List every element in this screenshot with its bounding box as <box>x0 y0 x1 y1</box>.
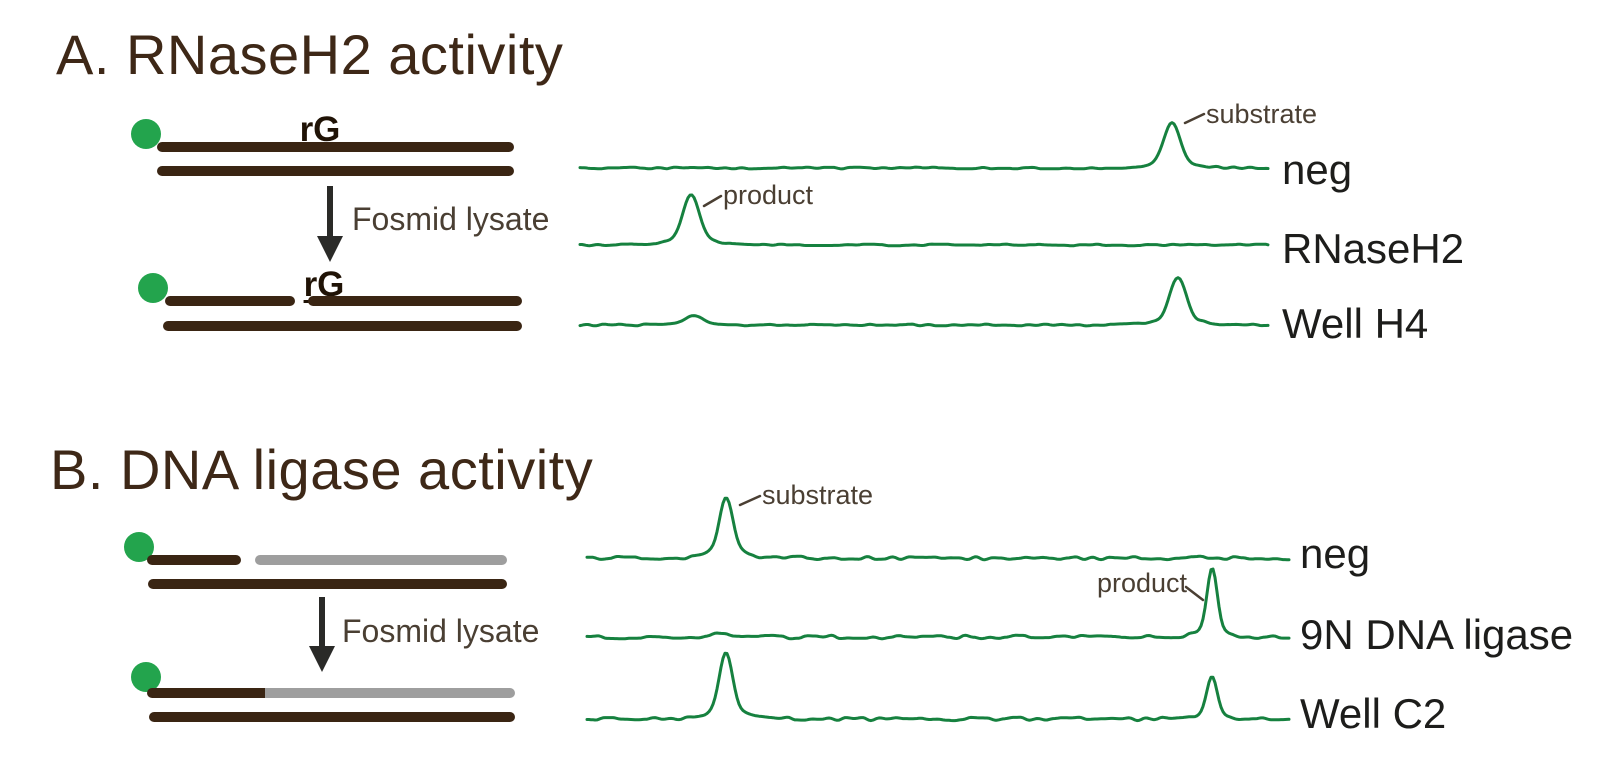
complement-strand-a-substrate <box>157 166 514 176</box>
cleaved-left-fragment-a <box>165 296 295 306</box>
product-annotation-b: product <box>1097 568 1188 598</box>
ligated-strand-brown-segment-b <box>147 688 265 698</box>
trace-a-well-h4 <box>578 276 1270 328</box>
panel-b-title: B. DNA ligase activity <box>50 438 594 501</box>
trace-b-9n-dna-ligase <box>585 567 1291 641</box>
substrate-annotation-b: substrate <box>762 480 874 510</box>
substrate-callout-line-b <box>738 494 762 507</box>
arrow-label-b: Fosmid lysate <box>342 613 540 649</box>
fluorophore-dot-a-substrate <box>131 119 161 149</box>
substrate-annotation-a: substrate <box>1206 99 1318 129</box>
substrate-callout-line-a <box>1183 112 1206 125</box>
complement-strand-b-substrate <box>148 579 507 589</box>
downstream-gray-strand-b-substrate <box>255 555 507 565</box>
ligated-strand-gray-segment-b <box>265 688 515 698</box>
trace-label-a-well-h4: Well H4 <box>1282 300 1429 347</box>
trace-b-neg <box>585 496 1291 562</box>
trace-a-neg <box>578 121 1270 171</box>
product-callout-line-a <box>702 194 723 208</box>
trace-label-b-well-c2: Well C2 <box>1300 690 1447 737</box>
cleaved-right-fragment-a <box>308 296 522 306</box>
complement-strand-b-product <box>149 712 515 722</box>
panel-a-title: A. RNaseH2 activity <box>56 23 564 86</box>
trace-a-rnaseh2 <box>578 193 1270 248</box>
trace-label-a-neg: neg <box>1282 146 1353 193</box>
product-callout-line-b <box>1184 585 1205 602</box>
fluorophore-dot-a-product <box>138 273 168 303</box>
fluorophore-dot-b-product <box>131 662 161 692</box>
reaction-arrow-b <box>309 597 335 672</box>
rg-ribonucleotide-label-a-substrate: rG <box>299 110 341 149</box>
product-annotation-a: product <box>723 180 814 210</box>
reaction-arrow-a <box>317 186 343 262</box>
trace-label-b-neg: neg <box>1300 530 1371 577</box>
complement-strand-a-product <box>163 321 522 331</box>
trace-label-b-9n-dna-ligase: 9N DNA ligase <box>1300 611 1574 658</box>
trace-label-a-rnaseh2: RNaseH2 <box>1282 225 1465 272</box>
labeled-short-strand-b-substrate <box>147 555 241 565</box>
trace-b-well-c2 <box>585 651 1291 723</box>
labeled-top-strand-a-substrate <box>157 142 514 152</box>
arrow-label-a: Fosmid lysate <box>352 201 550 237</box>
